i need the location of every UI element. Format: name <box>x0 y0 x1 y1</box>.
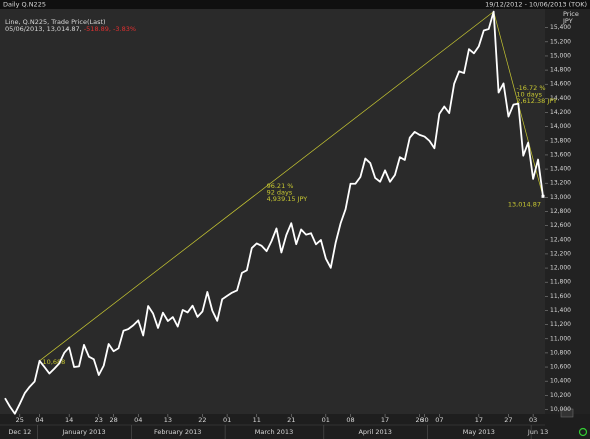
y-tick-label: 13,600 <box>550 151 571 158</box>
trend-end-label: 13,014.87 <box>508 200 541 208</box>
y-tick-label: 12,000 <box>550 265 571 272</box>
y-tick-label: 12,600 <box>550 222 571 229</box>
legend-line: 05/06/2013, 13,014.87, -518.89, -3.83% <box>5 25 136 33</box>
x-tick-label: 23 <box>95 416 103 424</box>
y-tick-label: 10,800 <box>550 349 571 356</box>
x-tick-label: 28 <box>109 416 117 424</box>
legend-line: Line, Q.N225, Trade Price(Last) <box>5 18 106 26</box>
x-tick-label: 14 <box>65 416 73 424</box>
plot-area <box>0 9 545 414</box>
price-line <box>4 10 544 415</box>
y-axis-area <box>545 9 590 414</box>
y-axis-label: JPY <box>562 17 573 25</box>
zoom-button[interactable] <box>560 408 574 418</box>
y-tick-label: 12,200 <box>550 250 571 257</box>
x-tick-label: 04 <box>134 416 142 424</box>
trend-line <box>39 11 494 362</box>
x-tick-label: 13 <box>164 416 172 424</box>
y-tick-label: 10,600 <box>550 364 571 371</box>
y-tick-label: 13,200 <box>550 180 571 187</box>
trend-label: 4,939.15 JPY <box>267 195 308 203</box>
y-tick-label: 11,600 <box>550 293 571 300</box>
x-tick-label: 17 <box>475 416 483 424</box>
y-tick-label: 14,600 <box>550 81 571 88</box>
y-tick-label: 10,400 <box>550 378 571 385</box>
y-tick-label: 13,000 <box>550 194 571 201</box>
x-tick-label: 01 <box>322 416 330 424</box>
x-tick-label: 17 <box>381 416 389 424</box>
month-label: May 2013 <box>463 428 495 436</box>
y-tick-label: 12,800 <box>550 208 571 215</box>
y-tick-label: 13,800 <box>550 137 571 144</box>
y-tick-label: 10,000 <box>550 406 571 413</box>
trend-label: 96.21 % <box>267 182 294 190</box>
y-tick-label: 15,400 <box>550 24 571 31</box>
x-tick-label: 04 <box>35 416 43 424</box>
y-tick-label: 12,400 <box>550 236 571 243</box>
x-tick-label: 03 <box>529 416 537 424</box>
last-point <box>541 194 545 198</box>
y-tick-label: 11,000 <box>550 335 571 342</box>
y-tick-label: 11,800 <box>550 279 571 286</box>
y-axis-label: Price <box>563 10 579 18</box>
month-label: January 2013 <box>61 428 105 436</box>
y-tick-label: 13,400 <box>550 166 571 173</box>
title-bar <box>0 0 590 9</box>
trend-label: 10 days <box>516 90 542 98</box>
trend-label: 2,612.38 JPY <box>516 97 557 105</box>
x-axis-area <box>0 414 590 439</box>
y-tick-label: 11,400 <box>550 307 571 314</box>
legend-value: 05/06/2013, 13,014.87, <box>5 25 82 33</box>
y-tick-label: 14,400 <box>550 95 571 102</box>
month-label: Dec 12 <box>8 428 31 436</box>
x-tick-label: 21 <box>287 416 295 424</box>
x-tick-label: 08 <box>346 416 354 424</box>
x-tick-label: 30 <box>420 416 428 424</box>
y-tick-label: 15,000 <box>550 52 571 59</box>
trend-start-label: 10,688 <box>43 358 66 366</box>
x-tick-label: 27 <box>504 416 512 424</box>
x-tick-label: 07 <box>435 416 443 424</box>
y-tick-label: 14,000 <box>550 123 571 130</box>
month-label: February 2013 <box>154 428 201 436</box>
x-tick-label: 22 <box>198 416 206 424</box>
y-tick-label: 14,200 <box>550 109 571 116</box>
y-tick-label: 14,800 <box>550 67 571 74</box>
x-tick-label: 01 <box>223 416 231 424</box>
y-tick-label: 15,200 <box>550 38 571 45</box>
trend-label: 92 days <box>267 189 293 197</box>
x-tick-label: 11 <box>253 416 261 424</box>
y-tick-label: 11,200 <box>550 321 571 328</box>
chart-title: Daily Q.N225 <box>3 1 46 9</box>
month-label: Jun 13 <box>527 428 549 436</box>
status-indicator <box>578 427 588 437</box>
month-label: April 2013 <box>358 428 391 436</box>
legend-change: -518.89, -3.83% <box>84 25 136 33</box>
date-range: 19/12/2012 - 10/06/2013 (TOK) <box>485 1 587 9</box>
month-label: March 2013 <box>255 428 293 436</box>
x-tick-label: 25 <box>16 416 24 424</box>
trend-label: -16.72 % <box>516 84 545 92</box>
y-tick-label: 10,200 <box>550 392 571 399</box>
x-tick-label: 26 <box>415 416 423 424</box>
